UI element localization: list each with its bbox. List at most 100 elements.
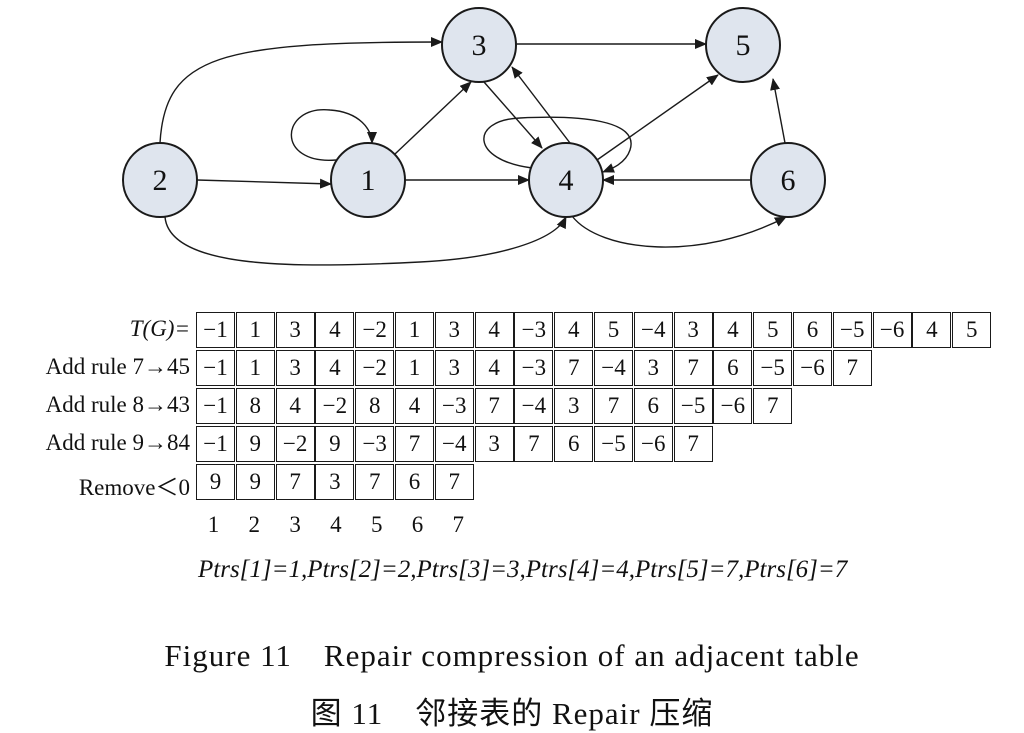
- table-cell: −6: [713, 388, 753, 424]
- table-row: Add rule 8→43 −1 8 4 −2 8 4 −3 7 −4 3 7 6 −5 −6 7: [0, 388, 1024, 426]
- table-cell: −4: [434, 426, 474, 462]
- table-cell: 7: [554, 350, 594, 386]
- table-cell: 6: [633, 388, 673, 424]
- table-cell: 8: [355, 388, 395, 424]
- table-cell: 3: [474, 426, 514, 462]
- edge-3-to-4: [483, 81, 543, 149]
- row-label: Add rule 9→84: [45, 430, 190, 455]
- table-row: T(G)= −1 1 3 4 −2 1 3 4 −3 4 5 −4 3 4 5 6 −5 −6 4 5: [0, 312, 1024, 350]
- table-cell: 7: [514, 426, 554, 462]
- table-cell: 3: [633, 350, 673, 386]
- node-5: 5: [705, 7, 781, 83]
- table-cell: −5: [594, 426, 633, 462]
- table-cell: 9: [315, 426, 355, 462]
- table-cell: 1: [395, 350, 434, 386]
- table-cell: −3: [434, 388, 474, 424]
- figure-caption-english: Figure 11 Repair compression of an adjac…: [164, 638, 860, 673]
- table-cell: 3: [275, 312, 315, 348]
- row-label: Remove＜0: [78, 475, 190, 500]
- node-6: 6: [750, 142, 826, 218]
- node-label: 1: [361, 164, 376, 197]
- table-cell: 3: [554, 388, 594, 424]
- table-cell: 4: [275, 388, 315, 424]
- table-cell: −5: [753, 350, 793, 386]
- node-label: 3: [472, 29, 487, 62]
- index-label: 2: [248, 512, 261, 537]
- table-cell: −1: [196, 350, 235, 386]
- table-cell: −4: [594, 350, 633, 386]
- index-row: 1 2 3 4 5 6 7: [0, 512, 1024, 542]
- table-cell: 7: [673, 426, 713, 462]
- edge-2-to-1: [196, 178, 332, 189]
- index-label: 3: [289, 512, 301, 537]
- table-cell: 7: [434, 464, 474, 500]
- index-label: 6: [411, 512, 424, 537]
- table-cell: −1: [196, 312, 235, 348]
- table-cell: 1: [235, 312, 275, 348]
- table-cell: 4: [315, 312, 355, 348]
- table-cell: 6: [554, 426, 594, 462]
- table-cell: 9: [235, 426, 275, 462]
- table-cell: −2: [355, 312, 395, 348]
- edge-2-to-3: [159, 37, 443, 144]
- table-cell: −6: [793, 350, 832, 386]
- table-cell: 9: [196, 464, 235, 500]
- edge-4-to-6: [571, 215, 787, 248]
- node-label: 6: [781, 164, 796, 197]
- table-cell: −5: [673, 388, 713, 424]
- table-cell: −3: [355, 426, 395, 462]
- node-4: 4: [528, 142, 604, 218]
- edge-1-to-3: [394, 81, 472, 155]
- table-cell: −4: [633, 312, 673, 348]
- node-2: 2: [122, 142, 198, 218]
- table-cell: 4: [474, 350, 514, 386]
- table-cell: −3: [514, 350, 554, 386]
- table-cell: 1: [235, 350, 275, 386]
- table-cell: −3: [514, 312, 554, 348]
- table-cell: −1: [196, 426, 235, 462]
- table-cell: 3: [315, 464, 355, 500]
- table-cell: 3: [434, 312, 474, 348]
- table-cell: 6: [713, 350, 753, 386]
- node-label: 2: [153, 164, 168, 197]
- table-cell: 6: [793, 312, 832, 348]
- table-cell: −6: [872, 312, 912, 348]
- row-label: Add rule 7→45: [45, 354, 190, 379]
- node-label: 4: [559, 164, 574, 197]
- node-3: 3: [441, 7, 517, 83]
- table-cell: 3: [434, 350, 474, 386]
- directed-graph: 1 2 3 4 5 6: [122, 7, 826, 266]
- table-cell: 6: [395, 464, 434, 500]
- table-cell: 4: [912, 312, 952, 348]
- row-label: Add rule 8→43: [45, 392, 190, 417]
- table-cell: −5: [832, 312, 872, 348]
- index-label: 7: [452, 512, 465, 537]
- table-row: Add rule 9→84 −1 9 −2 9 −3 7 −4 3 7 6 −5 −6 7: [0, 426, 1024, 464]
- table-cell: 5: [753, 312, 793, 348]
- table-cell: 1: [395, 312, 434, 348]
- index-label: 4: [330, 512, 342, 537]
- table-cell: 4: [315, 350, 355, 386]
- table-cell: 8: [235, 388, 275, 424]
- index-label: 1: [207, 512, 220, 537]
- figure-caption-chinese: 图 11 邻接表的 Repair 压缩: [310, 696, 714, 731]
- table-cell: −2: [275, 426, 315, 462]
- table-cell: −2: [315, 388, 355, 424]
- table-cell: 4: [395, 388, 434, 424]
- table-cell: −2: [355, 350, 395, 386]
- table-cell: 7: [474, 388, 514, 424]
- table-row: Remove＜0 9 9 7 3 7 6 7: [0, 464, 1024, 502]
- table-cell: 5: [594, 312, 633, 348]
- table-cell: 3: [673, 312, 713, 348]
- edge-6-to-5: [770, 78, 786, 144]
- edge-4-to-5: [596, 74, 719, 161]
- edge-2-to-4: [164, 216, 567, 266]
- node-label: 5: [736, 29, 751, 62]
- table-cell: 4: [554, 312, 594, 348]
- edge-4-to-3: [511, 66, 571, 144]
- table-cell: −1: [196, 388, 235, 424]
- index-label: 5: [370, 512, 383, 537]
- edge-4-to-4: [483, 116, 632, 173]
- table-cell: 7: [395, 426, 434, 462]
- table-cell: 3: [275, 350, 315, 386]
